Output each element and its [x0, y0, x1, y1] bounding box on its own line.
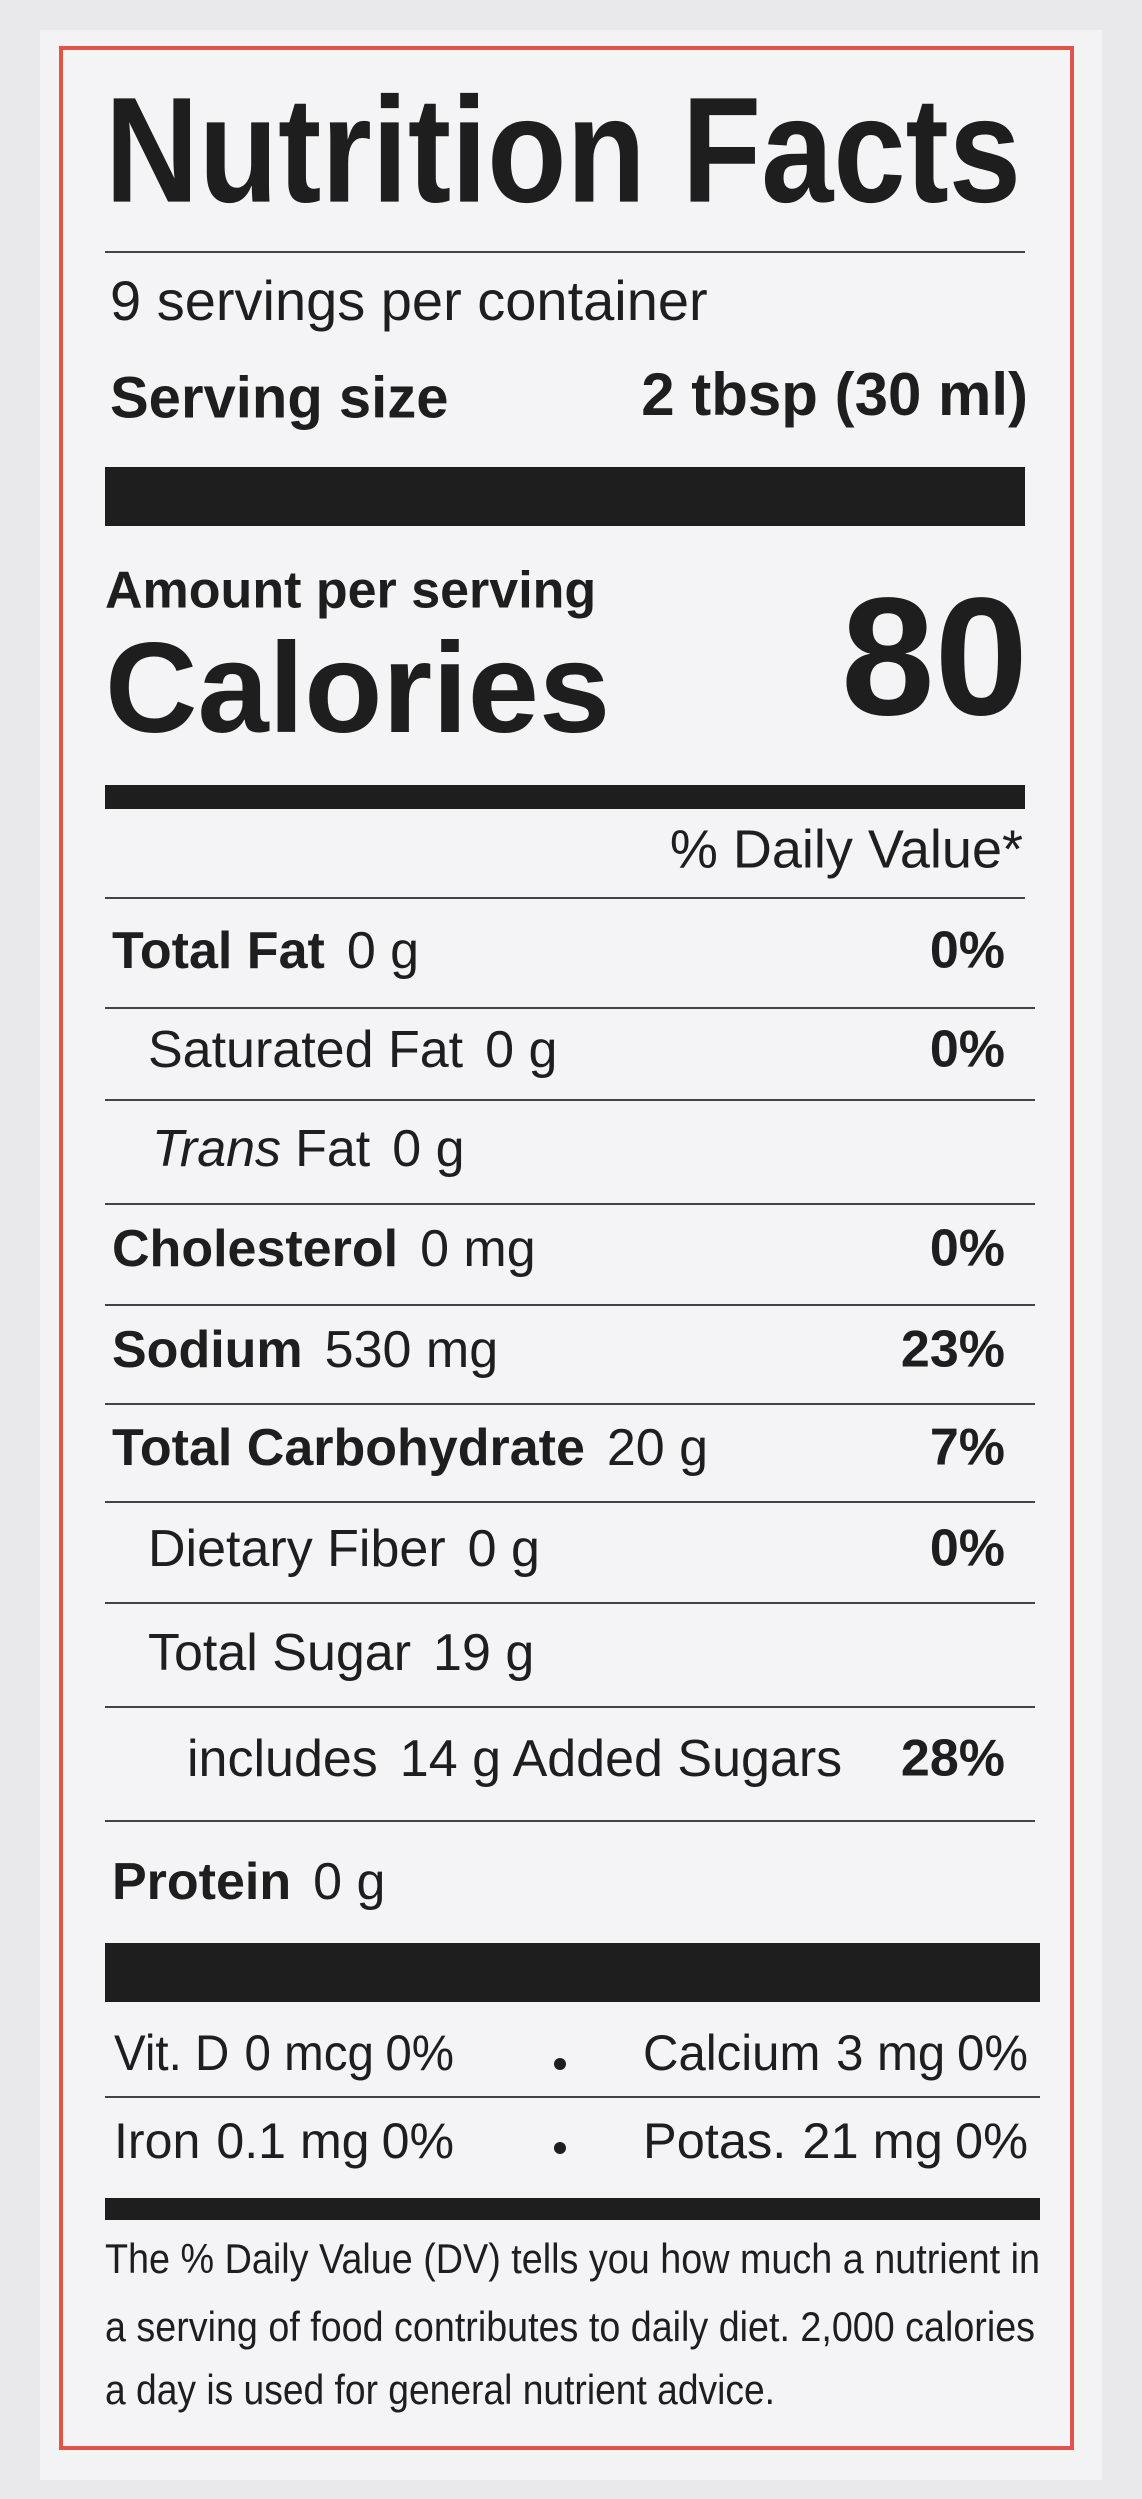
nutrient-name: Total Carbohydrate [112, 1419, 585, 1477]
vitamin-dv: 0% [385, 2025, 454, 2081]
calories-value: 80 [841, 562, 1028, 750]
footnote-line: a day is used for general nutrient advic… [105, 2366, 775, 2413]
label-border [59, 46, 1074, 2450]
nutrient-name: Cholesterol [112, 1220, 398, 1278]
nutrient-line: Total Sugar 19 g [148, 1624, 534, 1682]
nutrient-name: Sodium [112, 1321, 303, 1379]
nutrient-dv: 7% [930, 1419, 1005, 1477]
footnote-line: The % Daily Value (DV) tells you how muc… [105, 2235, 1040, 2282]
vitamin-name: Potas. [643, 2113, 786, 2169]
nutrient-amount: 530 mg [325, 1321, 498, 1379]
medium-bar [105, 2198, 1040, 2220]
serving-size-value: 2 tbsp (30 ml) [641, 361, 1028, 428]
nutrient-name: Total Sugar [148, 1624, 411, 1682]
serving-size-label: Serving size [110, 365, 448, 430]
nutrient-dv: 0% [930, 1021, 1005, 1079]
nutrient-name: Saturated Fat [148, 1021, 464, 1079]
footnote: The % Daily Value (DV) tells you how muc… [105, 2235, 1040, 2413]
thick-bar [105, 1943, 1040, 2002]
nutrient-dv: 0% [930, 1220, 1005, 1278]
vitamin-name: Calcium [643, 2025, 820, 2081]
nutrient-name: Dietary Fiber [148, 1520, 446, 1578]
footnote-line: a serving of food contributes to daily d… [105, 2303, 1035, 2350]
nutrient-amount: 0 g [485, 1021, 557, 1079]
nutrient-amount: 20 g [607, 1419, 708, 1477]
nutrient-dv: 0% [930, 922, 1005, 980]
thick-bar [105, 467, 1025, 526]
bullet [554, 2142, 566, 2154]
nutrient-line: Sodium 530 mg [112, 1321, 498, 1379]
nutrient-name-italic: Trans [152, 1120, 281, 1178]
nutrient-amount: 0 g [347, 922, 419, 980]
calories-label: Calories [105, 617, 610, 760]
nutrient-amount: 0 g [392, 1120, 464, 1178]
nutrient-name: Protein [112, 1853, 291, 1911]
nutrient-amount: 14 g Added Sugars [400, 1730, 842, 1788]
vitamin: Iron 0.1 mg 0% [114, 2113, 454, 2169]
nutrient-dv: 28% [901, 1730, 1005, 1788]
title: Nutrition Facts [105, 66, 1021, 234]
nutrient-amount: 0 mg [420, 1220, 536, 1278]
nutrient-rows: Total Fat 0 g 0% Saturated Fat 0 g 0% Trans Fat… [105, 922, 1035, 1911]
nutrient-amount: 19 g [433, 1624, 534, 1682]
vitamin-name: Vit. D [114, 2025, 229, 2081]
dv-header: % Daily Value* [670, 819, 1023, 879]
vitamin-amount: 0.1 mg [216, 2113, 369, 2169]
nutrient-line: Total Carbohydrate 20 g [112, 1419, 708, 1477]
bullet [554, 2058, 566, 2070]
vitamin-amount: 0 mcg [245, 2025, 374, 2081]
nutrient-line: Protein 0 g [112, 1853, 385, 1911]
nutrient-amount: 0 g [313, 1853, 385, 1911]
servings: 9 servings per container [110, 269, 708, 332]
vitamin-amount: 3 mg [836, 2025, 945, 2081]
nutrient-dv: 23% [901, 1321, 1005, 1379]
vitamin-amount: 21 mg [802, 2113, 942, 2169]
amount-label: Amount per serving [105, 562, 596, 620]
vitamin-dv: 0% [382, 2113, 454, 2169]
nutrient-name: Total Fat [112, 922, 325, 980]
nutrient-line: includes 14 g Added Sugars [187, 1730, 842, 1788]
nutrient-line: Trans Fat 0 g [152, 1120, 465, 1178]
nutrient-name: Fat [295, 1120, 371, 1178]
nutrient-line: Total Fat 0 g [112, 922, 419, 980]
vitamin: Potas. 21 mg 0% [643, 2113, 1028, 2169]
vitamin: Vit. D 0 mcg0% [114, 2025, 454, 2081]
nutrient-amount: 0 g [468, 1520, 540, 1578]
vitamin: Calcium 3 mg 0% [643, 2025, 1028, 2081]
vitamin-dv: 0% [955, 2113, 1028, 2169]
nutrient-line: Dietary Fiber 0 g [148, 1520, 540, 1578]
medium-bar [105, 785, 1025, 809]
vitamin-dv: 0% [957, 2025, 1028, 2081]
nutrient-name: includes [187, 1730, 378, 1788]
vitamin-name: Iron [114, 2113, 200, 2169]
nutrient-line: Cholesterol 0 mg [112, 1220, 536, 1278]
nutrient-line: Saturated Fat 0 g [148, 1021, 557, 1079]
nutrient-dv: 0% [930, 1520, 1005, 1578]
